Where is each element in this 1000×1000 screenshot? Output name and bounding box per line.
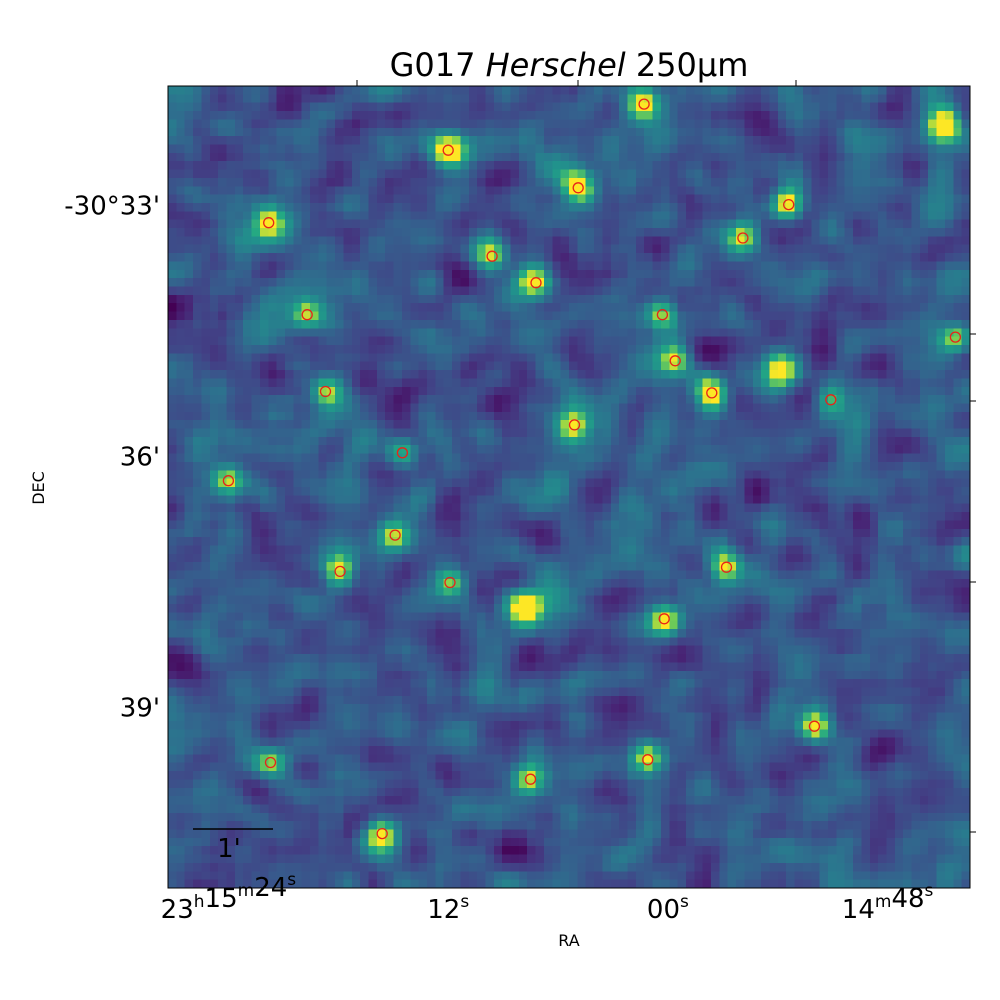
chart-title: G017 Herschel 250μm [390, 46, 749, 84]
x-tick-label: 14m48s [842, 881, 934, 925]
source-marker [444, 576, 456, 589]
x-axis-label: RA [558, 931, 579, 950]
heatmap-image [168, 86, 970, 888]
source-marker [808, 720, 821, 732]
y-tick-label: 36' [120, 443, 160, 473]
x-tick-label: 23h15m24s [161, 870, 297, 925]
source-marker [656, 309, 669, 321]
source-marker [334, 565, 346, 578]
source-marker [706, 387, 718, 399]
source-marker [572, 182, 584, 194]
source-marker [396, 447, 409, 459]
source-marker [642, 754, 654, 766]
source-marker [301, 309, 313, 321]
plot-frame [167, 85, 971, 889]
source-marker [264, 756, 277, 769]
source-marker [486, 250, 498, 262]
source-marker [638, 98, 650, 110]
source-marker [222, 475, 235, 487]
edge-ticks [356, 80, 976, 833]
source-marker [949, 331, 962, 343]
source-marker [263, 217, 275, 229]
source-markers [222, 98, 962, 840]
source-marker [530, 277, 542, 289]
y-tick-label: -30°33' [64, 192, 160, 222]
source-marker [658, 613, 670, 625]
source-marker [720, 561, 733, 573]
source-marker [783, 198, 795, 211]
x-tick-label: 00s [647, 892, 689, 925]
source-marker [524, 773, 537, 785]
scale-bar: 1' [193, 828, 273, 864]
x-tick-labels: 23h15m24s 12s 00s 14m48s [161, 870, 934, 925]
y-tick-labels: -30°33' 36' 39' [64, 192, 160, 724]
source-marker [389, 529, 401, 541]
source-marker [669, 355, 681, 367]
source-marker [825, 394, 837, 406]
source-marker [737, 232, 749, 244]
source-marker [319, 385, 332, 398]
source-marker [568, 419, 581, 431]
y-tick-label: 39' [120, 694, 160, 724]
source-marker [376, 827, 388, 840]
y-axis-label: DEC [29, 471, 48, 505]
x-tick-label: 12s [427, 892, 469, 925]
source-marker [442, 144, 454, 156]
scale-bar-label: 1' [217, 834, 241, 864]
plot-area [167, 85, 971, 889]
